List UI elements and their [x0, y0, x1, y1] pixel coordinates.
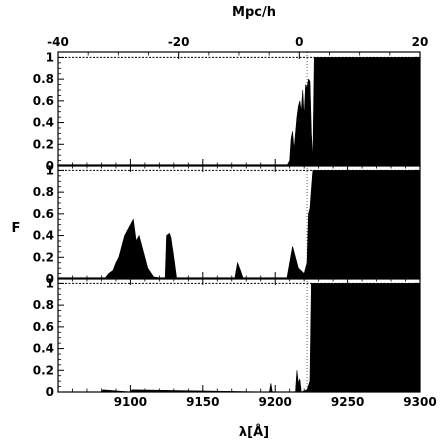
top-axis-title: Mpc/h: [232, 5, 276, 20]
y-tick-label: 0.8: [33, 72, 54, 86]
y-tick-label: 0.8: [33, 298, 54, 312]
y-tick-label: 0: [46, 159, 54, 173]
y-tick-label: 1: [46, 163, 54, 177]
y-tick-label: 0.6: [33, 94, 54, 108]
panel-frame: [57, 164, 421, 280]
panel-2: 0 0.2 0.4 0.6 0.8 1: [33, 163, 421, 286]
top-tick-label: 20: [412, 35, 429, 49]
panel-frame: [57, 277, 421, 393]
x-tick-label: 9150: [186, 395, 219, 409]
top-tick-label: 0: [295, 35, 303, 49]
panel-1: 0 0.2 0.4 0.6 0.8 1: [33, 50, 421, 173]
y-tick-label: 0.6: [33, 207, 54, 221]
y-tick-label: 1: [46, 50, 54, 64]
flux-series-panel-1: [58, 57, 420, 166]
y-tick-label: 0: [46, 385, 54, 399]
panels: 00.20.40.60.8100.20.40.60.8100.20.40.60.…: [33, 50, 421, 399]
y-tick-label: 0.4: [33, 229, 54, 243]
axes-labels: 9100 9150 9200 9250 9300 -40 -20 0 20: [47, 35, 437, 409]
top-tick-label: -40: [47, 35, 69, 49]
flux-series-panel-3: [58, 283, 420, 392]
y-tick-label: 1: [46, 276, 54, 290]
y-axis-title: F: [12, 221, 21, 236]
y-tick-label: 0.2: [33, 363, 54, 377]
y-tick-label: 0.4: [33, 116, 54, 130]
x-tick-label: 9300: [403, 395, 436, 409]
y-tick-label: 0.2: [33, 250, 54, 264]
x-tick-label: 9250: [331, 395, 364, 409]
y-tick-label: 0.4: [33, 342, 54, 356]
y-tick-label: 0: [46, 272, 54, 286]
y-tick-label: 0.8: [33, 185, 54, 199]
y-tick-label: 0.6: [33, 320, 54, 334]
top-tick-label: -20: [168, 35, 190, 49]
flux-series-panel-2: [58, 170, 420, 279]
panel-3: 0 0.2 0.4 0.6 0.8 1: [33, 276, 421, 399]
x-tick-label: 9100: [114, 395, 147, 409]
y-tick-label: 0.2: [33, 137, 54, 151]
x-axis-title: λ[Å]: [239, 424, 269, 440]
x-tick-label: 9200: [258, 395, 291, 409]
